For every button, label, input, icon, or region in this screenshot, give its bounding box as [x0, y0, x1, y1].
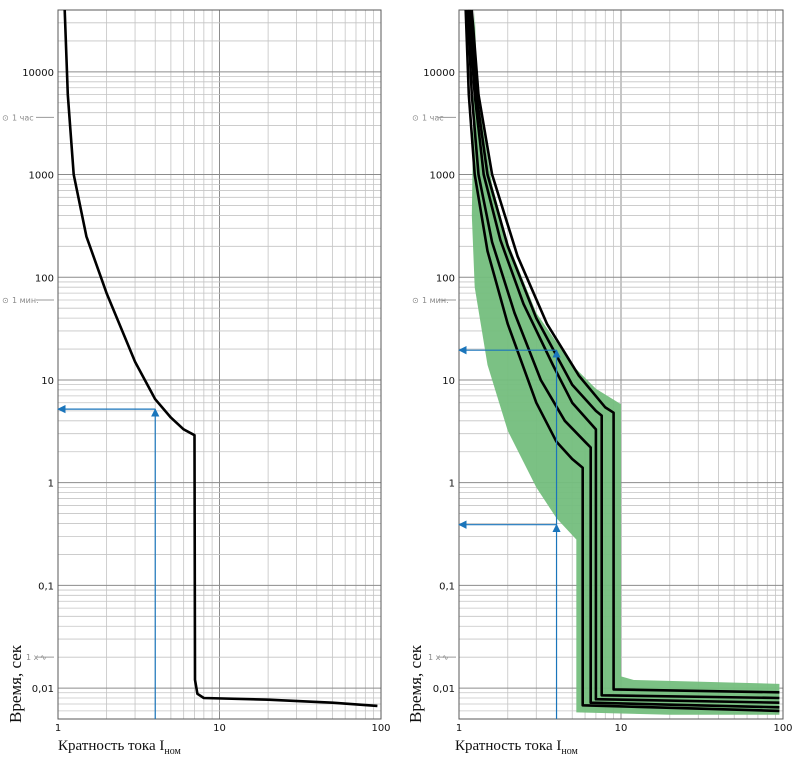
y-tick-label: 10: [442, 376, 455, 387]
left-series: [63, 9, 378, 708]
x-axis-title: Кратность тока Iном: [455, 738, 579, 757]
marker-label: 1 x: [26, 653, 39, 662]
trip-curve: [464, 9, 780, 713]
y-tick-label: 0,1: [439, 581, 455, 592]
right-markers: ⊙ 1 час ⊙ 1 мин. 1 x ∿: [412, 113, 456, 662]
time-marker-cycle: 1 x ∿: [26, 653, 54, 662]
y-tick-label: 1: [449, 479, 455, 490]
marker-label: 1 мин.: [12, 296, 39, 305]
right-series: [464, 9, 780, 713]
x-axis-title-subscript: ном: [164, 746, 181, 757]
left-arrows: [57, 404, 160, 719]
x-tick-label: 1: [456, 723, 462, 734]
clock-icon: ⊙: [412, 296, 419, 305]
x-axis-title-main: Кратность тока I: [58, 738, 164, 754]
y-tick-label: 0,01: [433, 684, 455, 695]
time-marker-cycle: 1 x ∿: [428, 653, 456, 662]
y-axis-title: Время, сек: [6, 644, 25, 723]
time-marker-hour: ⊙ 1 час: [2, 113, 54, 122]
x-tick-label: 100: [371, 723, 390, 734]
left-grid: [57, 9, 382, 720]
trip-curve: [63, 9, 378, 708]
y-tick-label: 1000: [430, 171, 455, 182]
x-axis-title-subscript: ном: [561, 746, 578, 757]
clock-icon: ⊙: [2, 113, 9, 122]
y-tick-label: 100: [436, 273, 455, 284]
trip-curve: [467, 9, 780, 704]
y-axis-title: Время, сек: [406, 644, 425, 723]
x-tick-label: 100: [773, 723, 792, 734]
x-tick-label: 10: [213, 723, 226, 734]
time-marker-minute: ⊙ 1 мин.: [412, 296, 456, 305]
right-arrows: [458, 345, 561, 719]
y-tick-label: 10000: [423, 68, 455, 79]
y-tick-label: 10000: [22, 68, 54, 79]
right-ticks: 10000 1000 100 10 1 0,1 0,01 1 10 100: [423, 68, 792, 734]
time-marker-hour: ⊙ 1 час: [412, 113, 456, 122]
y-tick-label: 100: [35, 273, 54, 284]
trip-curve: [466, 9, 780, 709]
y-tick-label: 1000: [29, 171, 54, 182]
left-chart: 10000 1000 100 10 1 0,1 0,01 1 10 100 ⊙ …: [2, 9, 391, 757]
clock-icon: ⊙: [2, 296, 9, 305]
y-tick-label: 0,1: [38, 581, 54, 592]
marker-label: 1 мин.: [422, 296, 449, 305]
x-axis-title-main: Кратность тока I: [455, 738, 561, 754]
x-tick-label: 1: [55, 723, 61, 734]
marker-label: 1 x: [428, 653, 441, 662]
marker-label: 1 час: [12, 113, 34, 122]
left-ticks: 10000 1000 100 10 1 0,1 0,01 1 10 100: [22, 68, 390, 734]
clock-icon: ⊙: [412, 113, 419, 122]
time-marker-minute: ⊙ 1 мин.: [2, 296, 54, 305]
plot-frame: [458, 9, 784, 720]
right-chart: 10000 1000 100 10 1 0,1 0,01 1 10 100 ⊙ …: [406, 9, 793, 757]
trip-curve: [470, 9, 780, 694]
y-tick-label: 1: [48, 479, 54, 490]
plot-frame: [57, 9, 382, 720]
x-axis-title: Кратность тока Iном: [58, 738, 182, 757]
y-tick-label: 10: [41, 376, 54, 387]
y-tick-label: 0,01: [32, 684, 54, 695]
left-markers: ⊙ 1 час ⊙ 1 мин. 1 x ∿: [2, 113, 54, 662]
marker-label: 1 час: [422, 113, 444, 122]
x-tick-label: 10: [615, 723, 628, 734]
